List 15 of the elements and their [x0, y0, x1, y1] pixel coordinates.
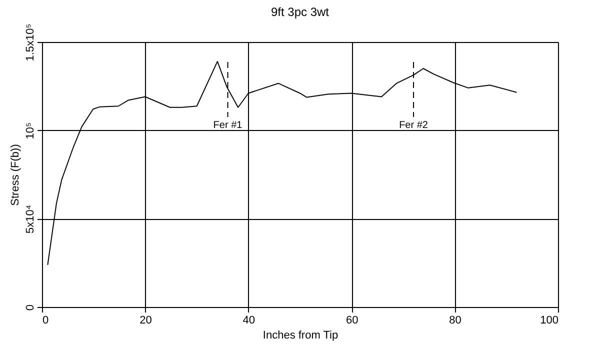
x-tick-label: 20 [140, 314, 152, 326]
y-tick-label: 10⁵ [24, 122, 36, 140]
x-tick-label: 60 [346, 314, 358, 326]
x-tick-label: 100 [540, 314, 558, 326]
y-tick-label: 0 [24, 304, 36, 311]
x-tick-label: 80 [449, 314, 462, 326]
x-tick-label: 0 [42, 314, 49, 326]
ref-line-label: Fer #2 [399, 120, 428, 131]
y-tick-label: 1.5x10⁵ [24, 24, 36, 62]
x-tick-label: 40 [242, 314, 256, 326]
chart-title: 9ft 3pc 3wt [270, 5, 330, 20]
x-axis-title: Inches from Tip [262, 330, 338, 342]
ref-line-label: Fer #1 [213, 120, 243, 131]
y-tick-label: 5x10⁴ [24, 204, 36, 234]
y-axis-title: Stress (F(b)) [10, 144, 22, 206]
